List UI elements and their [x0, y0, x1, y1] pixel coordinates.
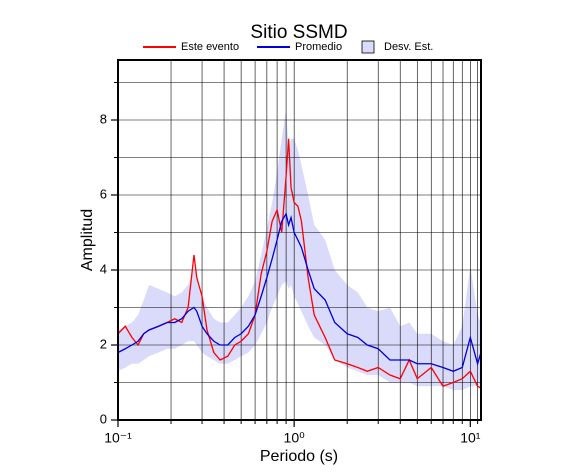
chart-title: Sitio SSMD: [250, 22, 347, 43]
legend-swatch: [361, 40, 375, 54]
plot-frame: [117, 59, 482, 421]
legend-label: Desv. Est.: [384, 41, 433, 53]
y-tick-label: 6: [100, 186, 107, 201]
y-tick-label: 0: [100, 411, 107, 426]
series-line: [117, 211, 482, 372]
y-tick-label: 4: [100, 261, 107, 276]
x-tick-label: 10⁻¹: [104, 430, 132, 446]
x-tick-label: 10¹: [460, 430, 481, 446]
x-axis-label: Periodo (s): [260, 448, 338, 465]
y-tick-label: 8: [100, 111, 107, 126]
y-tick-label: 2: [100, 336, 107, 351]
std-band: [118, 108, 481, 390]
legend-label: Promedio: [295, 41, 342, 53]
legend-label: Este evento: [181, 41, 239, 53]
x-tick-label: 10⁰: [284, 430, 306, 446]
y-axis-label: Amplitud: [79, 209, 96, 271]
